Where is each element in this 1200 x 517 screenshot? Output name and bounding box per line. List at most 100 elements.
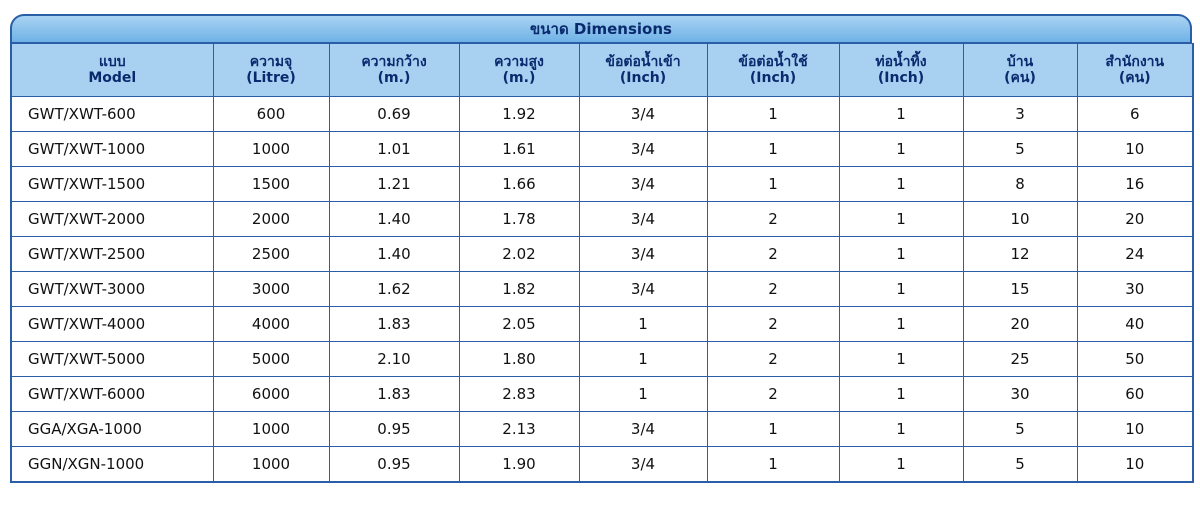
table-row: GWT/XWT-1000 1000 1.01 1.61 3/4 1 1 5 10 — [10, 131, 1194, 167]
table-cell: 2.05 — [458, 306, 580, 342]
header-cell: สำนักงาน (คน) — [1076, 43, 1194, 97]
table-cell: 30 — [1076, 271, 1194, 307]
table-cell: 10 — [1076, 446, 1194, 483]
table-cell: 1 — [838, 236, 964, 272]
header-line: (Inch) — [619, 70, 667, 86]
table-row: GWT/XWT-2500 2500 1.40 2.02 3/4 2 1 12 24 — [10, 236, 1194, 272]
table-cell: 1 — [838, 411, 964, 447]
header-cell: ข้อต่อน้ำใช้ (Inch) — [706, 43, 840, 97]
table-cell: 2000 — [212, 201, 330, 237]
table-cell: 3/4 — [578, 411, 708, 447]
table-cell: 2.02 — [458, 236, 580, 272]
table-cell: 1 — [706, 96, 840, 132]
table-cell: GWT/XWT-6000 — [10, 376, 214, 412]
table-cell: 1000 — [212, 446, 330, 483]
table-title: ขนาด Dimensions — [10, 14, 1192, 43]
header-line: (Inch) — [877, 70, 925, 86]
table-cell: 5 — [962, 411, 1078, 447]
table-cell: 60 — [1076, 376, 1194, 412]
table-cell: GWT/XWT-3000 — [10, 271, 214, 307]
table-cell: GWT/XWT-600 — [10, 96, 214, 132]
table-cell: 10 — [962, 201, 1078, 237]
table-cell: 16 — [1076, 166, 1194, 202]
table-cell: 1 — [838, 341, 964, 377]
table-cell: GWT/XWT-5000 — [10, 341, 214, 377]
table-cell: 1.82 — [458, 271, 580, 307]
table-cell: 1 — [706, 446, 840, 483]
table-row: GWT/XWT-6000 6000 1.83 2.83 1 2 1 30 60 — [10, 376, 1194, 412]
table-cell: 30 — [962, 376, 1078, 412]
header-line: ข้อต่อน้ำเข้า — [605, 54, 681, 70]
table-cell: 1.62 — [328, 271, 460, 307]
header-cell: ความกว้าง (m.) — [328, 43, 460, 97]
table-cell: 1 — [838, 131, 964, 167]
table-cell: 1 — [578, 376, 708, 412]
header-line: แบบ — [98, 54, 126, 70]
table: แบบ Model ความจุ (Litre) ความกว้าง (m.) ความสู… — [10, 43, 1194, 483]
table-cell: 3/4 — [578, 271, 708, 307]
header-cell: แบบ Model — [10, 43, 214, 97]
table-cell: 1.83 — [328, 376, 460, 412]
table-cell: 2 — [706, 306, 840, 342]
table-cell: 1 — [578, 306, 708, 342]
table-cell: 1.66 — [458, 166, 580, 202]
table-row: GWT/XWT-2000 2000 1.40 1.78 3/4 2 1 10 20 — [10, 201, 1194, 237]
table-cell: 1.40 — [328, 201, 460, 237]
table-cell: 3000 — [212, 271, 330, 307]
table-cell: 1 — [706, 166, 840, 202]
table-cell: 1 — [838, 376, 964, 412]
header-line: Model — [88, 70, 137, 86]
table-cell: 2500 — [212, 236, 330, 272]
table-cell: GWT/XWT-2500 — [10, 236, 214, 272]
table-cell: 40 — [1076, 306, 1194, 342]
header-line: บ้าน — [1006, 54, 1034, 70]
table-cell: 3/4 — [578, 131, 708, 167]
table-cell: 6000 — [212, 376, 330, 412]
table-cell: 2.10 — [328, 341, 460, 377]
table-cell: 1.61 — [458, 131, 580, 167]
table-cell: 1 — [706, 131, 840, 167]
table-cell: 2 — [706, 341, 840, 377]
table-row: GWT/XWT-1500 1500 1.21 1.66 3/4 1 1 8 16 — [10, 166, 1194, 202]
table-cell: 24 — [1076, 236, 1194, 272]
header-cell: บ้าน (คน) — [962, 43, 1078, 97]
table-cell: 5 — [962, 446, 1078, 483]
table-cell: 1.01 — [328, 131, 460, 167]
dimensions-table: ขนาด Dimensions แบบ Model ความจุ (Litre) ควา… — [10, 14, 1194, 483]
table-cell: 25 — [962, 341, 1078, 377]
table-cell: 3/4 — [578, 166, 708, 202]
table-row: GWT/XWT-600 600 0.69 1.92 3/4 1 1 3 6 — [10, 96, 1194, 132]
table-cell: 10 — [1076, 411, 1194, 447]
header-line: (คน) — [1004, 70, 1036, 86]
table-row: GWT/XWT-4000 4000 1.83 2.05 1 2 1 20 40 — [10, 306, 1194, 342]
table-cell: 1000 — [212, 131, 330, 167]
table-cell: 50 — [1076, 341, 1194, 377]
table-cell: 5000 — [212, 341, 330, 377]
table-cell: 1.40 — [328, 236, 460, 272]
table-row: GGN/XGN-1000 1000 0.95 1.90 3/4 1 1 5 10 — [10, 446, 1194, 483]
table-cell: 6 — [1076, 96, 1194, 132]
table-cell: 1000 — [212, 411, 330, 447]
header-line: (m.) — [502, 70, 536, 86]
header-line: ความจุ — [249, 54, 293, 70]
table-cell: 0.95 — [328, 411, 460, 447]
table-cell: 20 — [962, 306, 1078, 342]
table-cell: 1 — [838, 201, 964, 237]
table-cell: 2.13 — [458, 411, 580, 447]
table-cell: 600 — [212, 96, 330, 132]
table-cell: 20 — [1076, 201, 1194, 237]
header-line: (m.) — [377, 70, 411, 86]
table-cell: 1.83 — [328, 306, 460, 342]
table-cell: 2 — [706, 201, 840, 237]
table-cell: GWT/XWT-2000 — [10, 201, 214, 237]
table-row: GWT/XWT-5000 5000 2.10 1.80 1 2 1 25 50 — [10, 341, 1194, 377]
header-line: สำนักงาน — [1105, 54, 1165, 70]
table-cell: 10 — [1076, 131, 1194, 167]
table-body: GWT/XWT-600 600 0.69 1.92 3/4 1 1 3 6 GWT/XWT-100… — [10, 96, 1194, 483]
table-cell: GGA/XGA-1000 — [10, 411, 214, 447]
table-cell: 12 — [962, 236, 1078, 272]
table-cell: 2 — [706, 236, 840, 272]
table-cell: GWT/XWT-1000 — [10, 131, 214, 167]
table-cell: GWT/XWT-4000 — [10, 306, 214, 342]
header-cell: ข้อต่อน้ำเข้า (Inch) — [578, 43, 708, 97]
